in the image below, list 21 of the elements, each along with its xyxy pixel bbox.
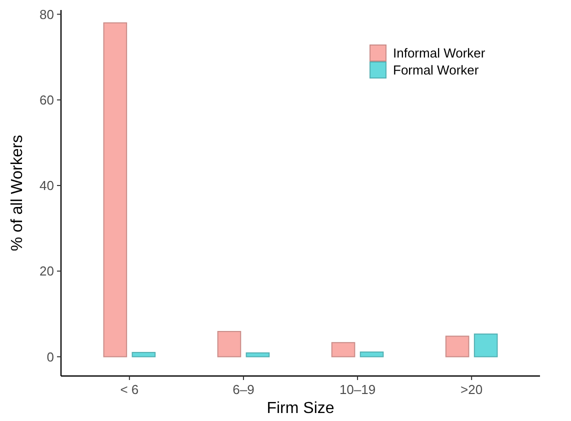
y-tick-label: 0 xyxy=(46,349,54,364)
bar xyxy=(217,330,242,358)
y-tick-label: 20 xyxy=(40,264,54,279)
bar xyxy=(474,334,498,358)
x-tick-label: >20 xyxy=(460,382,483,397)
bar xyxy=(445,336,470,358)
y-tick-label: 60 xyxy=(40,92,54,108)
y-tick-label: 80 xyxy=(40,6,54,22)
bar xyxy=(103,22,128,358)
legend-label: Informal Worker xyxy=(393,46,486,61)
x-tick-label: 6–9 xyxy=(232,382,254,397)
x-tick-label: < 6 xyxy=(120,382,139,397)
y-tick-label: 40 xyxy=(40,178,54,194)
bar xyxy=(132,352,156,358)
legend-label: Formal Worker xyxy=(393,62,480,78)
y-axis-title: % of all Workers xyxy=(9,134,26,252)
bar xyxy=(331,342,356,358)
bar xyxy=(246,352,270,358)
bar xyxy=(360,352,384,358)
x-axis-title: Firm Size xyxy=(266,400,334,417)
x-tick-label: 10–19 xyxy=(339,382,376,397)
